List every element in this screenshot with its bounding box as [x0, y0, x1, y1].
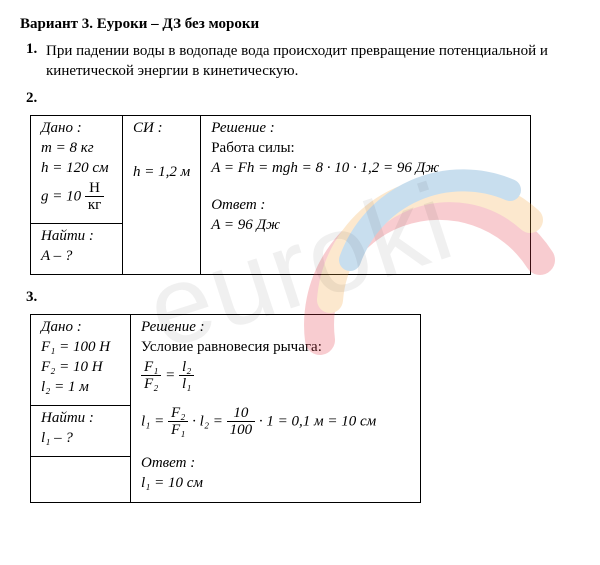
q3-empty-cell — [31, 456, 131, 502]
q2-given-label: Дано : — [41, 120, 112, 137]
q2-table: Дано : m = 8 кг h = 120 см g = 10 Нкг СИ… — [30, 115, 531, 275]
q2-si-h: h = 1,2 м — [133, 164, 190, 181]
q3-f1: F₁ = 100 Н — [41, 339, 120, 356]
q2-si-cell: СИ : h = 1,2 м — [123, 115, 201, 274]
q3-ratio: F₁F₂ = l₂l₁ — [141, 359, 410, 393]
q3-given-cell: Дано : F₁ = 100 Н F₂ = 10 Н l₂ = 1 м — [31, 314, 131, 405]
q2-m: m = 8 кг — [41, 140, 112, 157]
q2-given-cell: Дано : m = 8 кг h = 120 см g = 10 Нкг — [31, 115, 123, 223]
q3-ans-label: Ответ : — [141, 455, 410, 472]
q2-ans-label: Ответ : — [211, 197, 520, 214]
q3-solution-cell: Решение : Условие равновесия рычага: F₁F… — [131, 314, 421, 502]
q2-ans: A = 96 Дж — [211, 217, 520, 234]
q2-h: h = 120 см — [41, 160, 112, 177]
q2-find: A – ? — [41, 248, 112, 265]
q3-l2: l₂ = 1 м — [41, 379, 120, 396]
q3-find: l₁ – ? — [41, 430, 120, 447]
q3-number: 3. — [20, 289, 46, 306]
question-3-header: 3. — [20, 289, 580, 306]
question-1: 1. При падении воды в водопаде вода прои… — [20, 41, 580, 82]
page-title: Вариант 3. Еуроки – ДЗ без мороки — [20, 16, 580, 33]
q3-table: Дано : F₁ = 100 Н F₂ = 10 Н l₂ = 1 м Реш… — [30, 314, 421, 503]
q3-eq: l₁ = F₂F₁ · l₂ = 10100 · 1 = 0,1 м = 10 … — [141, 405, 410, 439]
q2-work-label: Работа силы: — [211, 140, 520, 157]
q3-f2: F₂ = 10 Н — [41, 359, 120, 376]
q3-find-cell: Найти : l₁ – ? — [31, 405, 131, 456]
q3-cond: Условие равновесия рычага: — [141, 339, 410, 356]
q2-si-label: СИ : — [133, 120, 190, 137]
q2-find-label: Найти : — [41, 228, 112, 245]
q2-solution-cell: Решение : Работа силы: A = Fh = mgh = 8 … — [201, 115, 531, 274]
q2-work-eq: A = Fh = mgh = 8 · 10 · 1,2 = 96 Дж — [211, 160, 520, 177]
q2-sol-label: Решение : — [211, 120, 520, 137]
q3-given-label: Дано : — [41, 319, 120, 336]
q3-sol-label: Решение : — [141, 319, 410, 336]
question-2-header: 2. — [20, 90, 580, 107]
q1-text: При падении воды в водопаде вода происхо… — [46, 41, 580, 82]
q3-ans: l₁ = 10 см — [141, 475, 410, 492]
q2-number: 2. — [20, 90, 46, 107]
q3-find-label: Найти : — [41, 410, 120, 427]
q1-number: 1. — [20, 41, 46, 58]
q2-g: g = 10 Нкг — [41, 180, 112, 214]
q2-find-cell: Найти : A – ? — [31, 223, 123, 274]
